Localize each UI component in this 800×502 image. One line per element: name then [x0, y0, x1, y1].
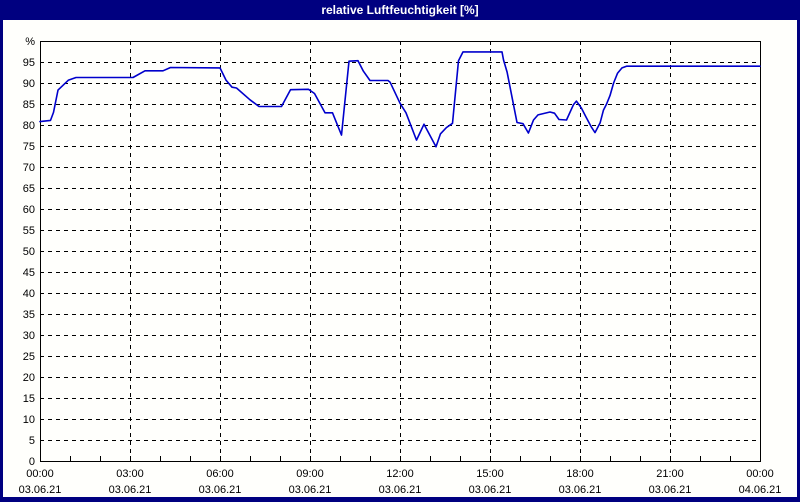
x-tick-time-label: 21:00	[656, 468, 684, 480]
y-tick-label: 15	[23, 393, 35, 405]
x-tick-time-label: 12:00	[386, 468, 414, 480]
window-title: relative Luftfeuchtigkeit [%]	[321, 3, 479, 17]
y-tick-label: 70	[23, 162, 35, 174]
x-tick-date-label: 03.06.21	[109, 484, 152, 496]
y-tick-label: 40	[23, 288, 35, 300]
y-tick-label: 10	[23, 414, 35, 426]
titlebar: relative Luftfeuchtigkeit [%]	[0, 0, 800, 20]
humidity-line-chart: %959085807570656055504540353025201510500…	[19, 36, 782, 496]
y-tick-label: 25	[23, 351, 35, 363]
y-tick-label: 75	[23, 141, 35, 153]
x-tick-date-label: 03.06.21	[289, 484, 332, 496]
x-tick-date-label: 03.06.21	[379, 484, 422, 496]
x-tick-date-label: 03.06.21	[649, 484, 692, 496]
y-tick-label: 80	[23, 120, 35, 132]
y-tick-label: 50	[23, 246, 35, 258]
y-tick-label: %	[25, 36, 35, 48]
y-tick-label: 65	[23, 183, 35, 195]
x-tick-time-label: 18:00	[566, 468, 594, 480]
y-tick-label: 5	[29, 435, 35, 447]
x-tick-time-label: 15:00	[476, 468, 504, 480]
x-tick-time-label: 09:00	[296, 468, 324, 480]
y-tick-label: 90	[23, 78, 35, 90]
y-tick-label: 85	[23, 99, 35, 111]
x-tick-time-label: 03:00	[116, 468, 144, 480]
y-tick-label: 95	[23, 57, 35, 69]
x-tick-time-label: 00:00	[746, 468, 774, 480]
y-tick-label: 30	[23, 330, 35, 342]
y-tick-label: 45	[23, 267, 35, 279]
y-tick-label: 20	[23, 372, 35, 384]
x-tick-date-label: 03.06.21	[559, 484, 602, 496]
chart-area: % 95 90 85 80 75 70 65 60 55 50 45 40 35 30 25 20 15 10 5 0 0…	[3, 20, 797, 497]
x-tick-date-label: 04.06.21	[739, 484, 782, 496]
humidity-series-line	[39, 51, 761, 148]
x-tick-time-label: 00:00	[26, 468, 54, 480]
y-tick-label: 35	[23, 309, 35, 321]
x-tick-time-label: 06:00	[206, 468, 234, 480]
y-tick-label: 55	[23, 225, 35, 237]
y-tick-label: 60	[23, 204, 35, 216]
y-tick-label: 0	[29, 456, 35, 468]
x-tick-date-label: 03.06.21	[199, 484, 242, 496]
x-tick-date-label: 03.06.21	[469, 484, 512, 496]
x-tick-date-label: 03.06.21	[19, 484, 62, 496]
